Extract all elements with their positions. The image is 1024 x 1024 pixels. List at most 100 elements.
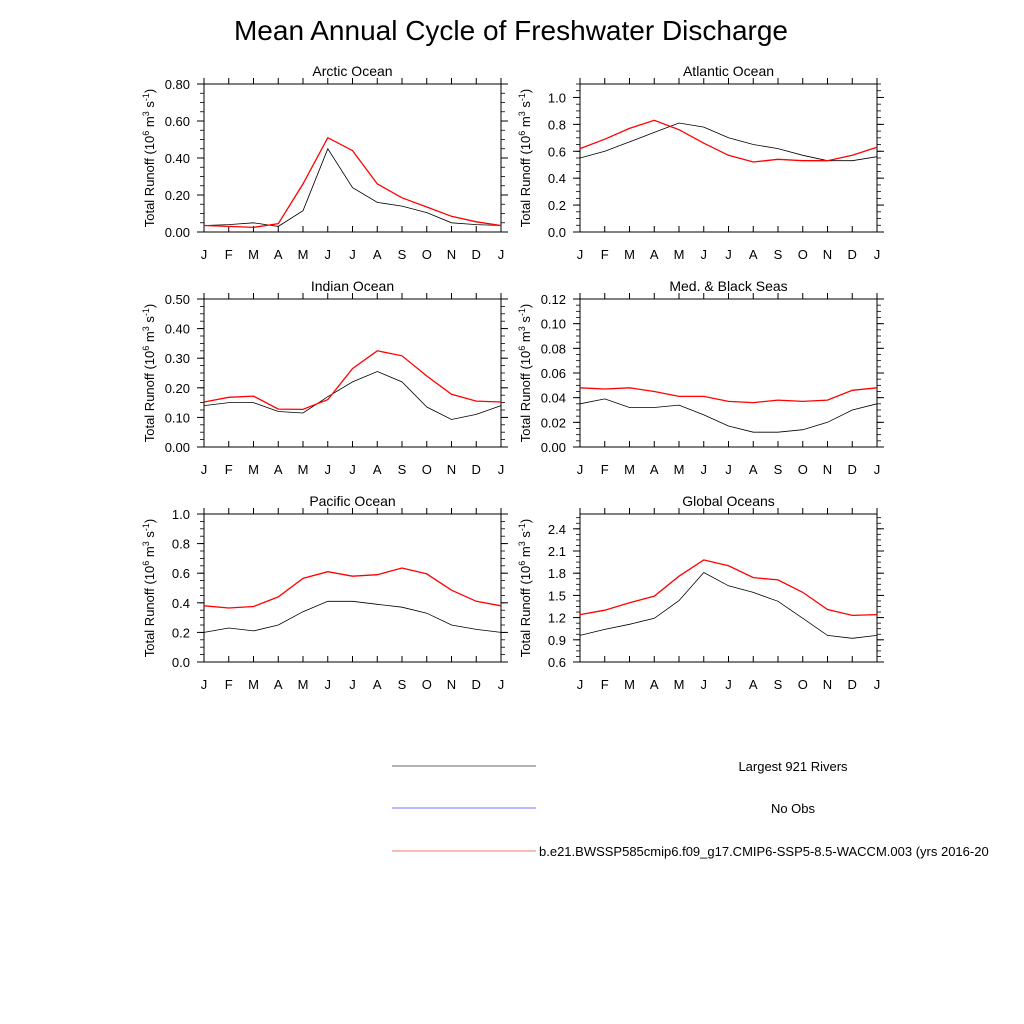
x-tick-label: D: [848, 462, 857, 477]
x-tick-label: M: [674, 677, 685, 692]
x-tick-label: M: [298, 677, 309, 692]
x-tick-label: M: [298, 462, 309, 477]
y-tick-label: 0.00: [541, 440, 566, 455]
plot-frame: [579, 83, 878, 233]
x-tick-label: J: [349, 677, 356, 692]
y-tick-label: 0.6: [172, 566, 190, 581]
panel-title: Arctic Ocean: [312, 63, 392, 79]
x-tick-label: O: [422, 247, 432, 262]
x-tick-label: J: [325, 462, 332, 477]
rivers-series-line: [579, 571, 878, 639]
x-tick-label: J: [325, 677, 332, 692]
x-tick-label: M: [624, 677, 635, 692]
y-tick-label: 0.2: [548, 198, 566, 213]
x-tick-label: J: [201, 462, 208, 477]
x-tick-label: A: [274, 677, 283, 692]
y-tick-label: 0.10: [541, 317, 566, 332]
y-tick-label: 1.0: [172, 507, 190, 522]
x-tick-label: J: [349, 462, 356, 477]
y-tick-label: 1.8: [548, 566, 566, 581]
y-tick-label: 0.12: [541, 292, 566, 307]
x-tick-label: J: [874, 462, 881, 477]
y-tick-label: 0.04: [541, 391, 566, 406]
x-tick-label: M: [248, 462, 259, 477]
plot-frame: [203, 513, 502, 663]
y-tick-label: 1.2: [548, 611, 566, 626]
x-tick-label: F: [601, 247, 609, 262]
x-tick-label: M: [624, 247, 635, 262]
y-tick-label: 0.9: [548, 633, 566, 648]
x-tick-label: S: [774, 462, 783, 477]
rivers-series-line: [203, 147, 502, 227]
x-tick-label: A: [373, 677, 382, 692]
x-tick-label: D: [472, 677, 481, 692]
y-tick-label: 0.08: [541, 341, 566, 356]
y-tick-label: 0.00: [165, 440, 190, 455]
x-tick-label: A: [749, 462, 758, 477]
x-tick-label: N: [447, 462, 456, 477]
x-tick-label: J: [498, 462, 505, 477]
x-tick-label: O: [422, 462, 432, 477]
y-axis-label: Total Runoff (106 m3 s-1): [517, 304, 533, 443]
x-tick-label: J: [498, 677, 505, 692]
x-tick-label: J: [701, 677, 708, 692]
y-tick-label: 1.5: [548, 588, 566, 603]
y-tick-label: 0.8: [172, 537, 190, 552]
x-tick-label: J: [577, 247, 584, 262]
y-tick-label: 0.20: [165, 381, 190, 396]
model-series-line: [203, 136, 502, 229]
y-tick-label: 0.0: [548, 225, 566, 240]
legend-label-2: No Obs: [771, 801, 816, 816]
x-tick-label: D: [848, 677, 857, 692]
x-tick-label: D: [848, 247, 857, 262]
x-tick-label: F: [601, 462, 609, 477]
rivers-series-line: [203, 600, 502, 633]
x-tick-label: J: [577, 677, 584, 692]
x-tick-label: S: [398, 462, 407, 477]
x-tick-label: A: [373, 462, 382, 477]
model-series-line: [579, 119, 878, 163]
panel-title: Global Oceans: [682, 493, 775, 509]
x-tick-label: M: [298, 247, 309, 262]
x-tick-label: J: [874, 677, 881, 692]
x-tick-label: J: [725, 247, 732, 262]
y-tick-label: 0.02: [541, 415, 566, 430]
page-title: Mean Annual Cycle of Freshwater Discharg…: [234, 15, 788, 46]
y-tick-label: 0.50: [165, 292, 190, 307]
x-tick-label: S: [774, 677, 783, 692]
y-axis-label: Total Runoff (106 m3 s-1): [141, 519, 157, 658]
legend-label-3: b.e21.BWSSP585cmip6.f09_g17.CMIP6-SSP5-8…: [539, 844, 989, 859]
x-tick-label: S: [398, 677, 407, 692]
plot-frame: [579, 513, 878, 663]
x-tick-label: F: [601, 677, 609, 692]
y-tick-label: 0.6: [548, 655, 566, 670]
model-series-line: [579, 559, 878, 617]
y-tick-label: 2.4: [548, 522, 566, 537]
x-tick-label: S: [774, 247, 783, 262]
y-tick-label: 0.40: [165, 151, 190, 166]
panel-title: Pacific Ocean: [309, 493, 395, 509]
y-axis-label: Total Runoff (106 m3 s-1): [141, 304, 157, 443]
y-tick-label: 0.80: [165, 77, 190, 92]
y-tick-label: 0.30: [165, 351, 190, 366]
y-axis-label: Total Runoff (106 m3 s-1): [141, 89, 157, 228]
x-tick-label: A: [274, 462, 283, 477]
y-tick-label: 1.0: [548, 90, 566, 105]
plot-frame: [579, 298, 878, 448]
y-tick-label: 0.0: [172, 655, 190, 670]
x-tick-label: A: [749, 247, 758, 262]
x-tick-label: J: [874, 247, 881, 262]
plot-frame: [203, 83, 502, 233]
x-tick-label: M: [248, 677, 259, 692]
x-tick-label: O: [798, 677, 808, 692]
rivers-series-line: [579, 398, 878, 433]
x-tick-label: N: [823, 247, 832, 262]
x-tick-label: N: [447, 247, 456, 262]
